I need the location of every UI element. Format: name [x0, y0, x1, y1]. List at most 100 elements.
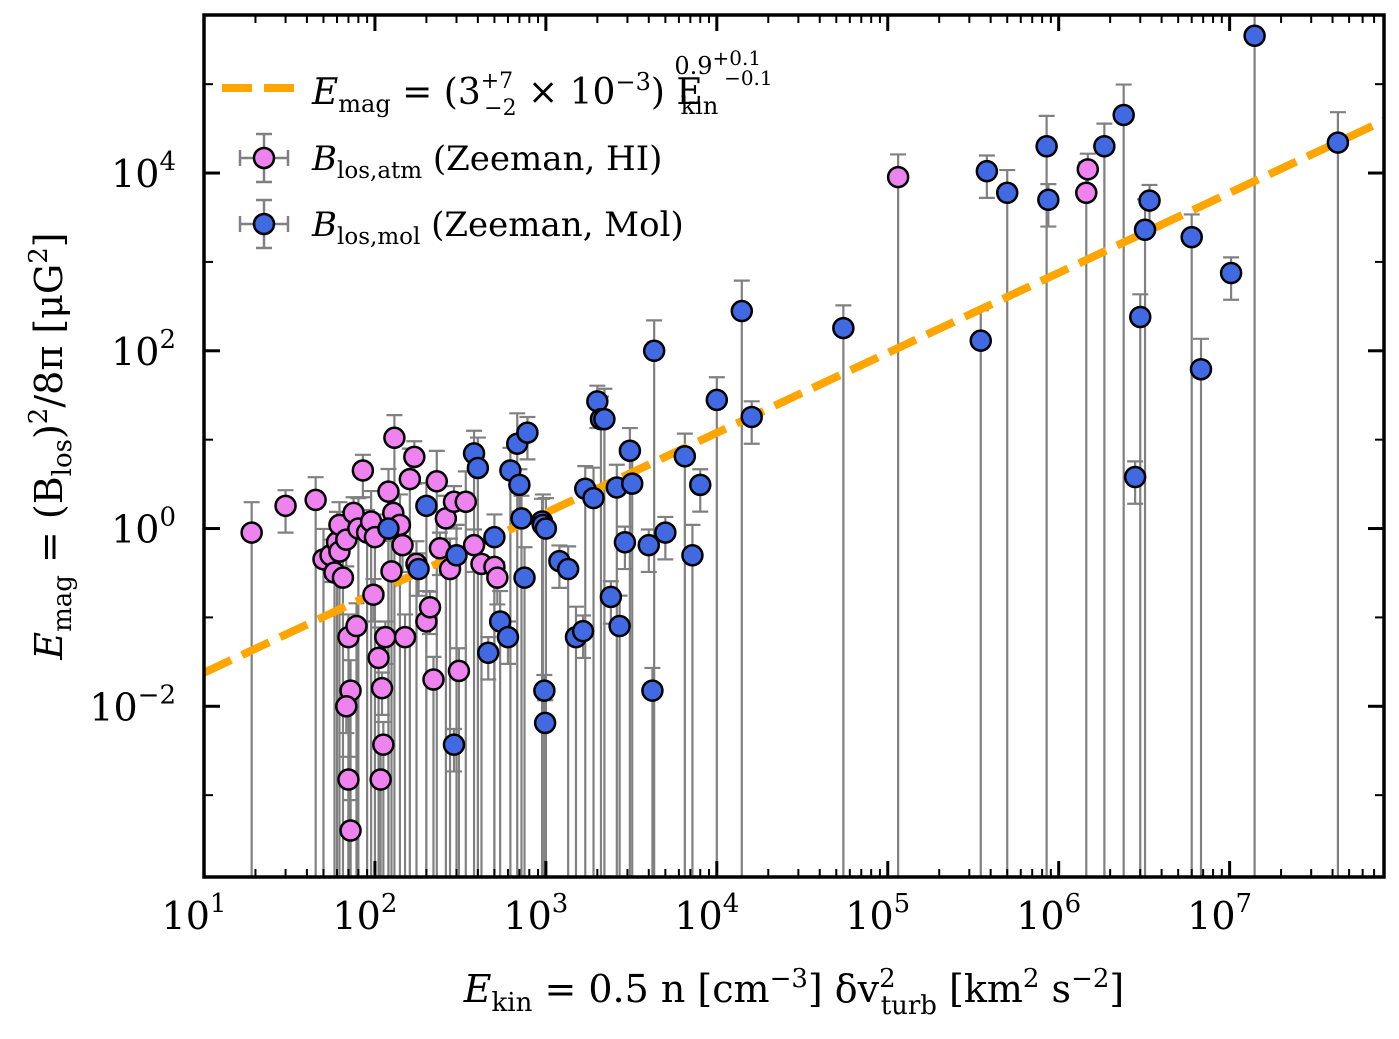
error-bars — [241, 15, 1346, 877]
error-bar — [1115, 83, 1132, 877]
error-bar — [596, 387, 613, 877]
mol-data-point — [571, 619, 595, 643]
error-bar — [315, 527, 332, 877]
mol-data-point — [730, 299, 754, 323]
mol-data-point — [1133, 218, 1157, 242]
mol-data-point — [1128, 305, 1152, 329]
error-bar — [383, 539, 400, 877]
mol-data-point — [556, 557, 580, 581]
mol-data-point — [510, 507, 533, 530]
error-bar — [516, 546, 533, 877]
mol-data-point — [1180, 225, 1203, 249]
error-bar — [684, 523, 701, 877]
mol-data-point — [508, 473, 531, 497]
error-bar — [644, 666, 661, 877]
error-bar — [577, 465, 594, 877]
error-bar — [585, 466, 602, 877]
hi-data-point — [374, 625, 397, 649]
hi-data-point — [391, 533, 414, 557]
mol-data-point — [1219, 261, 1243, 285]
mol-data-point — [975, 159, 999, 183]
mol-data-point — [1123, 465, 1147, 489]
hi-data-point — [886, 165, 910, 189]
legend-mol-marker — [238, 198, 290, 250]
hi-data-point — [422, 668, 445, 691]
mol-data-point — [445, 544, 468, 567]
mol-data-point — [1035, 135, 1058, 158]
error-bar — [473, 540, 490, 877]
mol-data-point — [407, 557, 430, 581]
hi-data-point — [398, 467, 422, 491]
mol-data-point — [1243, 24, 1266, 48]
error-bar — [450, 647, 467, 877]
axis-ticks: 101 102 103 104 105 106 107 10−2 100 102 104 — [89, 15, 1385, 938]
error-bar — [307, 476, 324, 877]
y-tick-label: 104 — [111, 147, 176, 196]
y-tick-label: 10−2 — [89, 680, 176, 729]
hi-data-point — [462, 533, 486, 557]
mol-data-point — [1037, 188, 1060, 212]
mol-data-point — [641, 679, 664, 702]
error-bar — [560, 545, 577, 877]
legend-hi-marker — [238, 132, 290, 184]
hi-data-point — [447, 659, 471, 683]
hi-data-point — [335, 695, 358, 718]
error-bar — [425, 655, 442, 877]
mol-data-point — [466, 456, 490, 480]
hi-data-point — [367, 646, 390, 670]
y-axis-label: Emag = (Blos)2/8π [μG2] — [24, 232, 78, 660]
error-bar — [835, 304, 852, 877]
error-bar — [706, 376, 727, 877]
hi-data-point — [418, 596, 442, 619]
mol-data-point — [642, 339, 666, 363]
mol-data-point — [673, 445, 697, 468]
mol-data-point — [1093, 135, 1116, 158]
mol-data-point — [1189, 357, 1213, 381]
mol-data-point — [599, 585, 623, 609]
mol-data-point — [582, 486, 605, 510]
y-tick-label: 100 — [111, 503, 176, 552]
mol-data-point — [688, 473, 712, 497]
mol-data-point — [534, 517, 558, 540]
mol-data-point — [513, 566, 536, 589]
mol-data-point — [681, 544, 704, 567]
legend: Emag = (3+7 −2 × 10−3) Ekin0.9+0.1 −0.1 Bl… — [222, 46, 773, 250]
error-bar — [999, 168, 1016, 877]
mol-data-point — [832, 316, 855, 340]
error-bar — [513, 494, 530, 877]
mol-data-point — [516, 421, 539, 444]
hi-data-point — [362, 583, 385, 606]
error-bar — [646, 319, 663, 877]
error-bar — [592, 395, 609, 877]
hi-data-point — [369, 768, 392, 791]
error-bar — [733, 279, 750, 877]
legend-fit-label: Emag = (3+7 −2 × 10−3) Ekin0.9+0.1 −0.1 — [311, 46, 773, 121]
error-bar — [1130, 293, 1151, 877]
error-bar — [621, 426, 638, 877]
hi-data-point — [339, 819, 362, 842]
hi-data-point — [403, 445, 426, 469]
hi-data-point — [486, 566, 509, 589]
y-tick-label: 102 — [111, 325, 176, 374]
hi-data-point — [337, 768, 360, 791]
hi-data-point — [383, 426, 406, 450]
hi-data-point — [377, 480, 400, 503]
mol-data-point — [969, 329, 993, 352]
error-bar — [1183, 213, 1200, 877]
mol-data-point — [740, 405, 763, 429]
hi-data-point — [351, 459, 375, 482]
mol-data-point — [608, 614, 631, 638]
mol-data-point — [1112, 103, 1135, 127]
x-tick-label: 107 — [1187, 889, 1252, 938]
error-bar — [1096, 122, 1113, 877]
hi-data-point — [380, 560, 403, 583]
hi-data-point — [331, 566, 355, 589]
hi-data-point — [345, 614, 368, 638]
error-bar — [1038, 114, 1055, 877]
mol-data-point — [620, 472, 644, 495]
hi-data-point — [393, 625, 417, 649]
mol-data-point — [618, 439, 642, 463]
error-bar — [1329, 111, 1346, 877]
